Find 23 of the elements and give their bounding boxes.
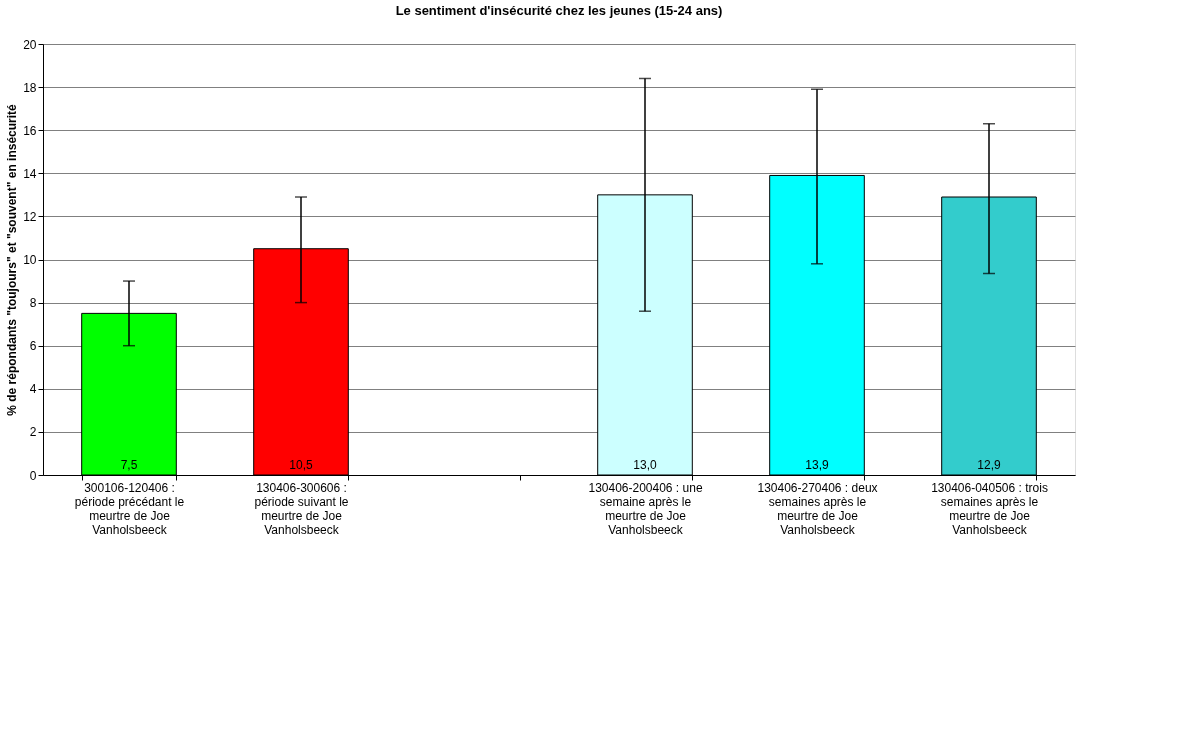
y-tick-label: 10: [23, 253, 37, 267]
y-tick-label: 6: [29, 339, 37, 354]
y-tick-label: 8: [29, 296, 37, 311]
data-label: 12,9: [977, 458, 1001, 472]
data-label: 13,9: [805, 458, 829, 472]
data-label: 13,0: [633, 458, 657, 472]
x-tick-label: 300106-120406 : période précédant le meurtre de Joe Vanholsbeeck: [74, 480, 185, 537]
x-tick-label: 130406-040506 : trois semaines après le meurtre de Joe Vanholsbeeck: [931, 480, 1048, 537]
x-tick-label: 130406-270406 : deux semaines après le meurtre de Joe Vanholsbeeck: [757, 480, 878, 537]
x-tick-label: 130406-300606 : période suivant le meurtre de Joe Vanholsbeeck: [254, 480, 349, 537]
y-tick-label: 16: [23, 123, 37, 138]
y-tick-label: 14: [23, 166, 37, 181]
y-tick-label: 2: [29, 425, 37, 440]
y-tick-label: 0: [29, 468, 37, 483]
data-label: 7,5: [120, 458, 138, 472]
y-tick-label: 20: [23, 37, 37, 52]
x-tick-label: 130406-200406 : une semaine après le meurtre de Joe Vanholsbeeck: [588, 480, 703, 537]
y-tick-label: 12: [23, 209, 37, 224]
y-axis-title: % de répondants "toujours" et "souvent" en insécurité: [5, 103, 20, 416]
chart-title: Le sentiment d'insécurité chez les jeunes (15-24 ans): [395, 3, 723, 18]
y-tick-label: 18: [23, 80, 37, 95]
y-tick-label: 4: [29, 382, 37, 397]
data-label: 10,5: [289, 458, 313, 472]
